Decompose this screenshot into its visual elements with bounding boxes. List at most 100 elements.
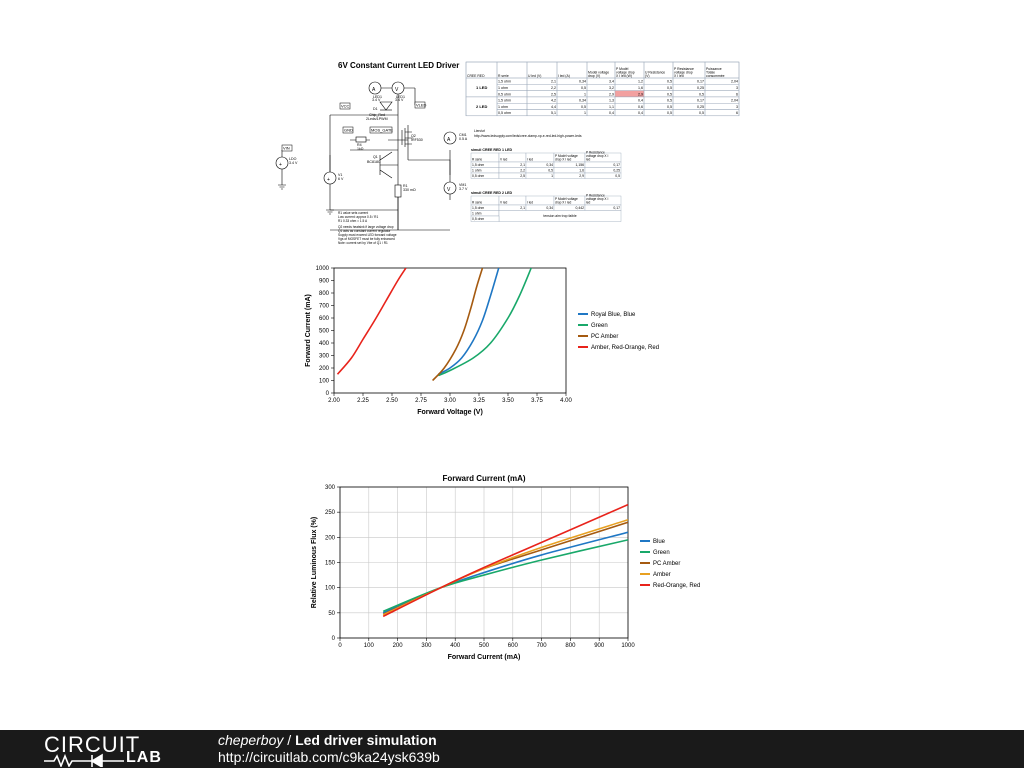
table-group-label: 2 LED — [476, 104, 487, 109]
x-tick-label: 700 — [537, 643, 548, 649]
table-cell: 0,5 — [581, 86, 586, 90]
y-tick-label: 400 — [319, 341, 330, 347]
cree-red-table: CREE RED R serie U led (V) I led (A) Modèl v… — [465, 61, 740, 117]
vm1-value: 3.7 V — [459, 187, 468, 191]
table-cell: 3,4 — [609, 80, 614, 84]
table-cell: 0,4 — [638, 99, 643, 103]
y-tick-label: 100 — [325, 586, 336, 592]
x-tick-label: 200 — [393, 643, 404, 649]
x-tick-label: 400 — [450, 643, 461, 649]
sim-table-cell: 0,5 ohm — [472, 217, 484, 221]
net-tag-mos-gate — [369, 126, 393, 134]
sim-table-cell: 0,34 — [546, 206, 553, 210]
sim-table-header: P Modèl voltage drop X I led — [555, 197, 578, 204]
sim-table-cell: 1,6 — [579, 169, 584, 173]
cm1-label: CM1 — [459, 133, 467, 137]
table-cell: 2,5 — [551, 92, 556, 96]
table-cell: 2,1 — [551, 80, 556, 84]
table-header-cell: I led (A) — [558, 74, 570, 78]
sim-table-header: V led — [500, 158, 507, 162]
svg-text:+: + — [279, 162, 282, 168]
forward-voltage-chart: 2.00 2.25 2.50 2.75 3.00 3.25 3.50 3.75 4.00 0 100… — [305, 266, 659, 416]
y-tick-label: 1000 — [316, 266, 330, 272]
x-axis-label: Forward Current (mA) — [448, 654, 521, 661]
table-header-cell: U Resistance (V) — [645, 70, 665, 78]
schematic-note: Note: current set by Vbe of Q1 / R1 — [338, 241, 388, 245]
sim-table-cell: 0,17 — [613, 206, 620, 210]
series-line-royal-blue-blue — [438, 268, 500, 375]
legend-label: Amber, Red-Orange, Red — [591, 345, 659, 351]
sim-table-cell: 1,5 ohm — [472, 163, 484, 167]
legend-label: PC Amber — [591, 334, 618, 340]
vm1-label: VM1 — [459, 183, 466, 187]
svg-text:A: A — [447, 137, 451, 143]
cree-table-frame — [465, 61, 740, 117]
ldo-label: LDO — [289, 157, 297, 161]
table-cell: 3 — [736, 105, 738, 109]
circuit-document-canvas: 6V Constant Current LED Driver — [275, 61, 740, 661]
legend-label: Blue — [653, 539, 666, 545]
q2-name: IRF530 — [411, 138, 423, 142]
led-meter-2: V — [391, 81, 405, 95]
transistor-q1 — [379, 151, 393, 179]
table-cell: 3,2 — [609, 86, 614, 90]
sim-table-cell: 1 ohm — [472, 212, 482, 216]
table-cell: 6 — [736, 111, 738, 115]
table-cell: 6 — [736, 92, 738, 96]
net-tag-vled-label: VLED — [416, 103, 427, 108]
resistor-r1 — [394, 184, 402, 198]
legend-label: Green — [653, 550, 670, 556]
r1-label: R1 — [403, 184, 408, 188]
sim-table-cell: 2,5 — [520, 174, 525, 178]
y-tick-label: 600 — [319, 316, 330, 322]
schematic: 6V Constant Current LED Driver — [275, 61, 468, 245]
sim-table-header: R serie — [472, 201, 482, 205]
table-header-cell: U led (V) — [528, 74, 541, 78]
x-tick-label: 1000 — [621, 643, 635, 649]
series-line-blue — [382, 531, 628, 614]
net-tag-gnd-label: GND — [344, 128, 353, 133]
table-cell: 2,04 — [731, 80, 738, 84]
schematic-title: 6V Constant Current LED Driver — [338, 61, 459, 70]
table-cell: 0,5 — [581, 105, 586, 109]
circuitlab-logo[interactable]: CIRCUIT LAB — [44, 732, 184, 767]
table-cell: 1,5 ohm — [498, 80, 511, 84]
table-cell: 3 — [736, 86, 738, 90]
table-cell: 0,6 — [638, 105, 643, 109]
table-cell: 0,5 — [667, 105, 672, 109]
sim-table-cell: 0,25 — [613, 169, 620, 173]
x-tick-label: 4.00 — [560, 398, 572, 404]
x-tick-label: 2.50 — [386, 398, 398, 404]
table-cell: 0,17 — [697, 80, 704, 84]
sim-table-cell: 0,5 — [548, 169, 553, 173]
q1-label: Q1 — [373, 155, 378, 159]
x-tick-label: 0 — [338, 643, 342, 649]
y-tick-label: 300 — [325, 485, 336, 491]
x-tick-label: 100 — [364, 643, 375, 649]
led1-value: 3.4 V — [372, 98, 381, 102]
byline-separator: / — [283, 732, 296, 748]
q2-label: Q2 — [411, 134, 416, 138]
logo-wire-icon — [44, 753, 124, 767]
circuit-url[interactable]: http://circuitlab.com/c9ka24ysk639b — [218, 749, 440, 765]
led-meter-1: A — [368, 81, 382, 95]
x-tick-label: 800 — [565, 643, 576, 649]
legend-label: Amber — [653, 572, 671, 578]
schematic-note: Q2 needs heatsink if large voltage drop — [338, 225, 394, 229]
voltage-source-v1: + — [323, 171, 337, 185]
table-cell: 1 ohm — [498, 105, 508, 109]
voltage-meter-vm1: V — [443, 181, 457, 195]
sim-table-header: R serie — [472, 158, 482, 162]
x-tick-label: 900 — [594, 643, 605, 649]
x-tick-label: 500 — [479, 643, 490, 649]
sim-table-cell: 2,9 — [579, 174, 584, 178]
diode-d1 — [379, 101, 393, 111]
author-link[interactable]: cheperboy — [218, 732, 284, 748]
x-axis-label: Forward Voltage (V) — [417, 409, 483, 416]
led2-label: LED1 — [396, 95, 405, 99]
circuit-title: Led driver simulation — [295, 732, 437, 748]
y-axis-label: Forward Current (mA) — [305, 294, 312, 367]
byline: cheperboy / Led driver simulation — [218, 732, 437, 748]
schematic-note: Low current: approx 0.5 / R1 — [338, 215, 378, 219]
